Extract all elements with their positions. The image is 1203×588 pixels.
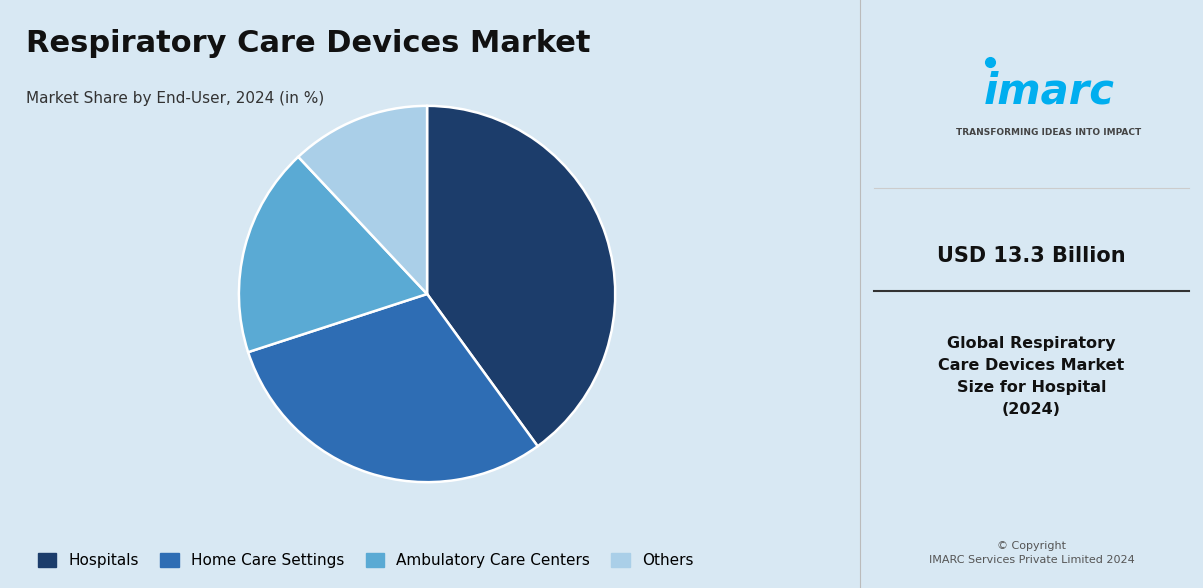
Text: TRANSFORMING IDEAS INTO IMPACT: TRANSFORMING IDEAS INTO IMPACT	[956, 128, 1142, 137]
Wedge shape	[298, 106, 427, 294]
Wedge shape	[239, 157, 427, 352]
Text: © Copyright
IMARC Services Private Limited 2024: © Copyright IMARC Services Private Limit…	[929, 541, 1134, 564]
Text: Respiratory Care Devices Market: Respiratory Care Devices Market	[25, 29, 591, 58]
Legend: Hospitals, Home Care Settings, Ambulatory Care Centers, Others: Hospitals, Home Care Settings, Ambulator…	[31, 547, 700, 574]
Wedge shape	[427, 106, 615, 446]
Text: imarc: imarc	[983, 70, 1114, 112]
Text: Market Share by End-User, 2024 (in %): Market Share by End-User, 2024 (in %)	[25, 91, 324, 106]
Text: USD 13.3 Billion: USD 13.3 Billion	[937, 246, 1126, 266]
Wedge shape	[248, 294, 538, 482]
Text: Global Respiratory
Care Devices Market
Size for Hospital
(2024): Global Respiratory Care Devices Market S…	[938, 336, 1125, 417]
